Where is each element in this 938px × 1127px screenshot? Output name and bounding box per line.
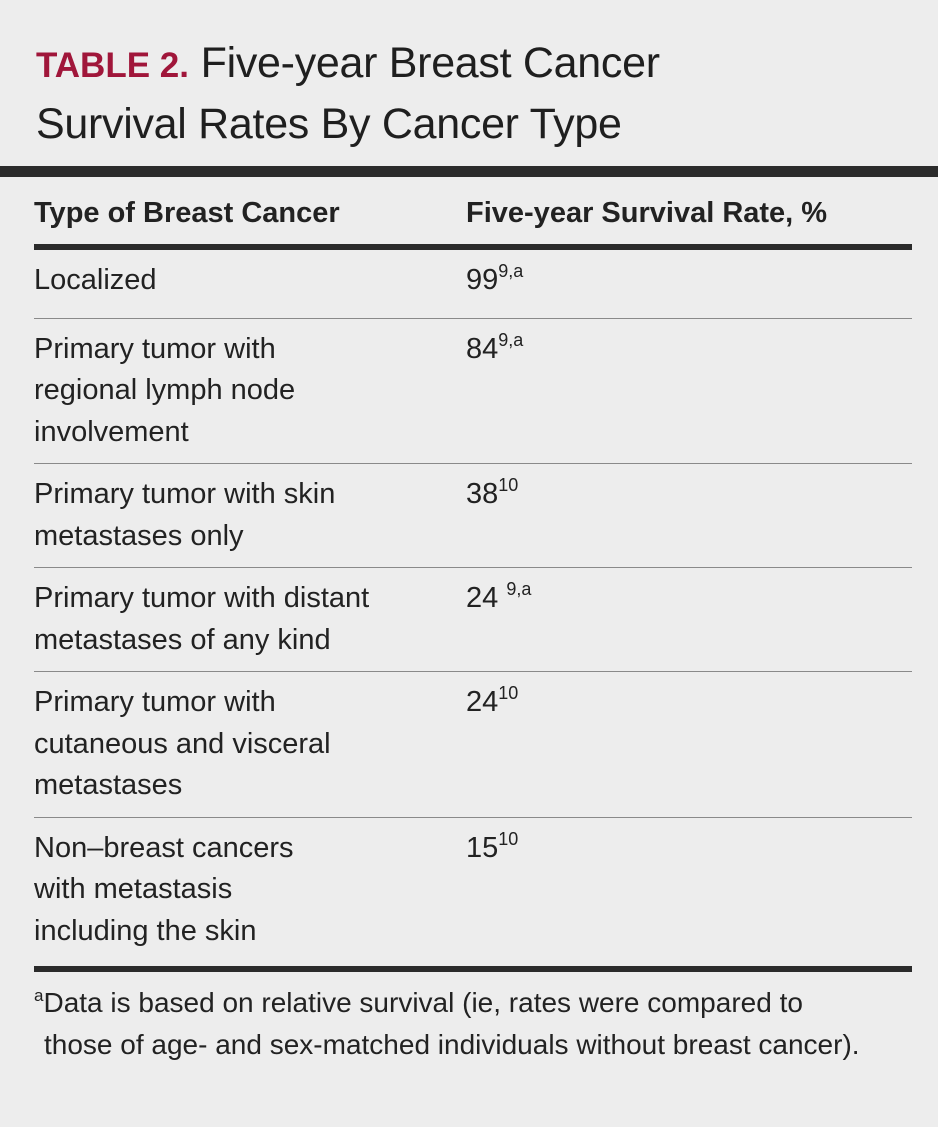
cell-cancer-type-text: Primary tumor with cutaneous and viscera… [34, 686, 331, 801]
rate-reference: 9,a [498, 329, 524, 350]
cell-survival-rate: 849,a [466, 318, 912, 464]
survival-rate-table: Type of Breast Cancer Five-year Survival… [34, 184, 912, 972]
rate-reference: 10 [498, 683, 519, 703]
cell-cancer-type: Primary tumor with distant metastases of… [34, 567, 466, 672]
cell-survival-rate: 999,a [466, 247, 912, 319]
rate-reference: 10 [498, 475, 519, 495]
table-number-label: TABLE 2. [36, 46, 189, 85]
header-survival-rate: Five-year Survival Rate, % [466, 184, 912, 250]
table-row: Localized 999,a [34, 247, 912, 319]
title-text-line2: Survival Rates By Cancer Type [36, 100, 622, 148]
rate-value: 99 [466, 264, 499, 296]
rate-reference: 9,a [506, 579, 532, 599]
cell-cancer-type-text: Primary tumor with distant metastases of… [34, 582, 370, 656]
footnote-marker: a [34, 986, 44, 1005]
rate-value: 24 [466, 582, 507, 614]
table-row: Primary tumor with regional lymph node i… [34, 318, 912, 464]
cell-cancer-type: Primary tumor with regional lymph node i… [34, 318, 466, 464]
table-footnote: aData is based on relative survival (ie,… [34, 982, 914, 1066]
cell-cancer-type-text: Primary tumor with skin metastases only [34, 478, 336, 552]
cell-cancer-type-text: Non–breast cancers with metastasis inclu… [34, 831, 294, 947]
rate-value: 84 [466, 332, 499, 365]
title-text-line1: Five-year Breast Cancer [200, 39, 660, 87]
footnote-line2: those of age- and sex-matched individual… [44, 1029, 860, 1060]
rate-value: 15 [466, 831, 499, 864]
rate-value: 24 [466, 686, 499, 718]
table-row: Primary tumor with distant metastases of… [34, 567, 912, 672]
table-row: Non–breast cancers with metastasis inclu… [34, 817, 912, 972]
cell-cancer-type: Primary tumor with skin metastases only [34, 463, 466, 568]
table-row: Primary tumor with skin metastases only … [34, 463, 912, 568]
cell-cancer-type: Primary tumor with cutaneous and viscera… [34, 671, 466, 818]
header-cancer-type: Type of Breast Cancer [34, 184, 466, 250]
cell-cancer-type: Localized [34, 247, 466, 319]
cell-survival-rate: 3810 [466, 463, 912, 568]
table-row: Primary tumor with cutaneous and viscera… [34, 671, 912, 818]
footnote-line1: Data is based on relative survival (ie, … [43, 987, 803, 1018]
cell-survival-rate: 24 9,a [466, 567, 912, 672]
rate-reference: 9,a [498, 261, 524, 281]
cell-cancer-type: Non–breast cancers with metastasis inclu… [34, 817, 466, 972]
cell-cancer-type-text: Primary tumor with regional lymph node i… [34, 332, 296, 448]
top-rule-divider [0, 166, 938, 177]
table-header-row: Type of Breast Cancer Five-year Survival… [34, 184, 912, 250]
rate-reference: 10 [498, 828, 519, 849]
cell-survival-rate: 2410 [466, 671, 912, 818]
rate-value: 38 [466, 478, 499, 510]
cell-survival-rate: 1510 [466, 817, 912, 972]
table-title: TABLE 2. Five-year Breast Cancer Surviva… [36, 34, 916, 153]
